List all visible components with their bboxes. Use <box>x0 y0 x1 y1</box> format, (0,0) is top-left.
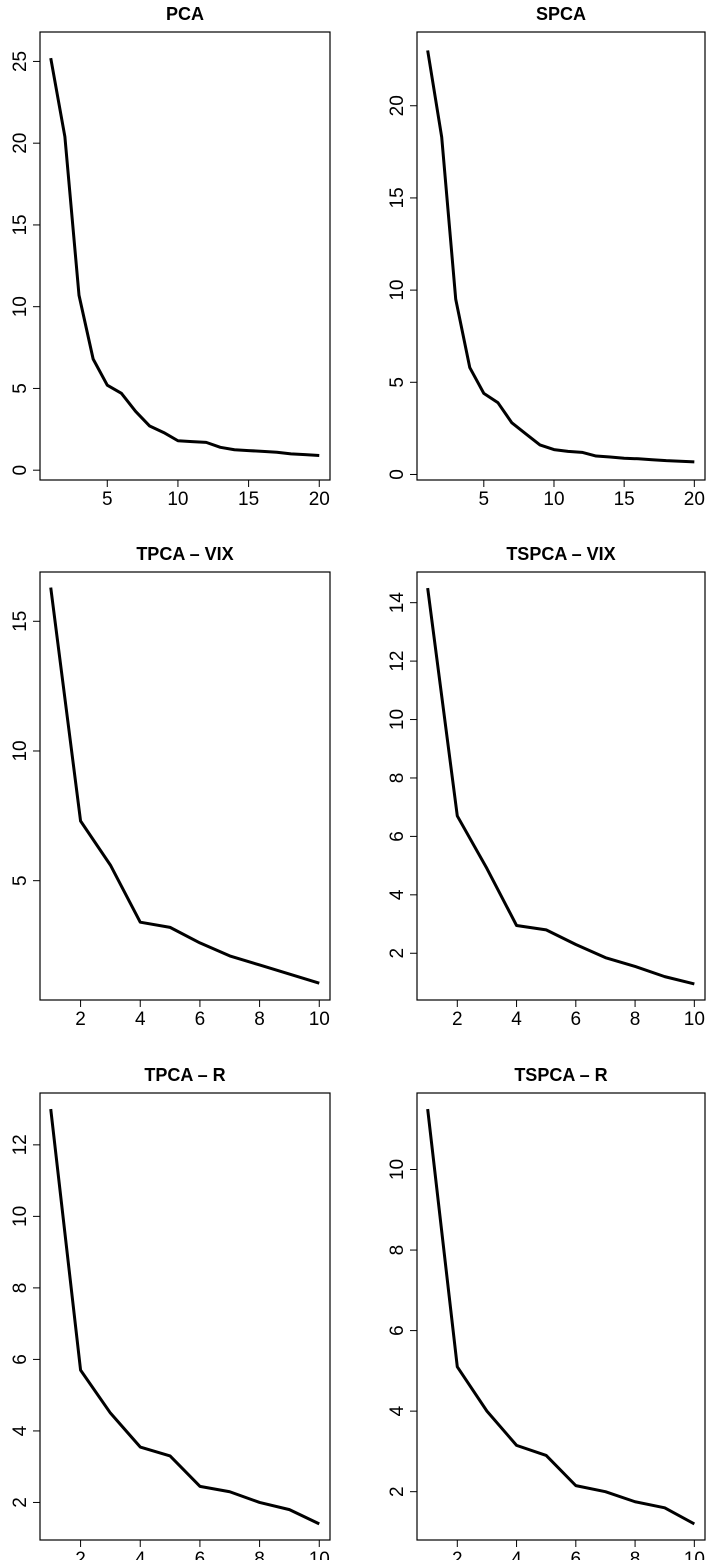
x-tick-label: 2 <box>75 1549 86 1560</box>
y-tick-label: 2 <box>387 948 408 959</box>
x-tick-label: 5 <box>102 489 113 510</box>
y-tick-label: 20 <box>10 133 31 154</box>
x-tick-label: 4 <box>511 1549 522 1560</box>
chart-title: TSPCA – VIX <box>506 544 615 564</box>
plot-frame <box>39 1092 331 1541</box>
y-tick-label: 4 <box>387 889 408 900</box>
y-tick-label: 2 <box>387 1486 408 1497</box>
chart-title: TPCA – VIX <box>136 544 233 564</box>
y-tick-label: 14 <box>387 592 408 614</box>
y-tick-label: 15 <box>387 187 408 208</box>
x-tick-label: 8 <box>630 1009 641 1030</box>
x-tick-label: 10 <box>684 1009 705 1030</box>
y-tick-label: 8 <box>387 773 408 784</box>
x-tick-label: 6 <box>195 1009 206 1030</box>
x-tick-label: 2 <box>452 1549 463 1560</box>
data-line <box>49 587 320 985</box>
y-tick-label: 10 <box>10 296 31 317</box>
data-line <box>49 1108 320 1526</box>
y-tick-label: 6 <box>387 1325 408 1336</box>
y-tick-label: 6 <box>10 1354 31 1365</box>
chart-title: TSPCA – R <box>514 1065 607 1085</box>
y-tick-label: 20 <box>387 95 408 116</box>
x-tick-label: 10 <box>309 1549 330 1560</box>
plot-frame <box>39 571 331 1001</box>
plot-frame <box>416 1092 706 1541</box>
y-tick-label: 0 <box>387 469 408 480</box>
y-tick-label: 5 <box>10 875 31 886</box>
data-line <box>426 587 695 986</box>
x-tick-label: 8 <box>254 1009 265 1030</box>
x-tick-label: 2 <box>75 1009 86 1030</box>
chart-title: PCA <box>166 4 204 24</box>
x-tick-label: 4 <box>135 1549 146 1560</box>
x-tick-label: 15 <box>238 489 259 510</box>
y-tick-label: 10 <box>387 709 408 730</box>
x-tick-label: 4 <box>511 1009 522 1030</box>
plot-frame <box>39 31 331 481</box>
y-tick-label: 4 <box>387 1405 408 1416</box>
y-tick-label: 10 <box>387 280 408 301</box>
y-tick-label: 0 <box>10 465 31 476</box>
data-line <box>426 50 695 464</box>
y-tick-label: 5 <box>10 383 31 394</box>
y-tick-label: 15 <box>10 611 31 632</box>
x-tick-label: 20 <box>309 489 330 510</box>
y-tick-label: 4 <box>10 1425 31 1436</box>
x-tick-label: 4 <box>135 1009 146 1030</box>
plot-frame <box>416 571 706 1001</box>
y-tick-label: 10 <box>387 1159 408 1180</box>
x-tick-label: 20 <box>684 489 705 510</box>
y-tick-label: 6 <box>387 831 408 842</box>
y-tick-label: 12 <box>387 651 408 672</box>
x-tick-label: 8 <box>254 1549 265 1560</box>
y-tick-label: 10 <box>10 740 31 761</box>
chart-title: SPCA <box>536 4 586 24</box>
y-tick-label: 8 <box>387 1245 408 1256</box>
x-tick-label: 10 <box>309 1009 330 1030</box>
y-tick-label: 12 <box>10 1134 31 1155</box>
x-tick-label: 15 <box>614 489 635 510</box>
x-tick-label: 10 <box>167 489 188 510</box>
x-tick-label: 10 <box>684 1549 705 1560</box>
x-tick-label: 2 <box>452 1009 463 1030</box>
plot-frame <box>416 31 706 481</box>
x-tick-label: 8 <box>630 1549 641 1560</box>
x-tick-label: 6 <box>571 1009 582 1030</box>
y-tick-label: 5 <box>387 377 408 388</box>
x-tick-label: 6 <box>195 1549 206 1560</box>
x-tick-label: 6 <box>571 1549 582 1560</box>
y-tick-label: 25 <box>10 51 31 72</box>
data-line <box>426 1108 696 1526</box>
y-tick-label: 8 <box>10 1283 31 1294</box>
data-line <box>49 57 320 457</box>
y-tick-label: 2 <box>10 1497 31 1508</box>
x-tick-label: 5 <box>479 489 490 510</box>
x-tick-label: 10 <box>543 489 564 510</box>
y-tick-label: 10 <box>10 1206 31 1227</box>
y-tick-label: 15 <box>10 214 31 235</box>
chart-title: TPCA – R <box>144 1065 225 1085</box>
